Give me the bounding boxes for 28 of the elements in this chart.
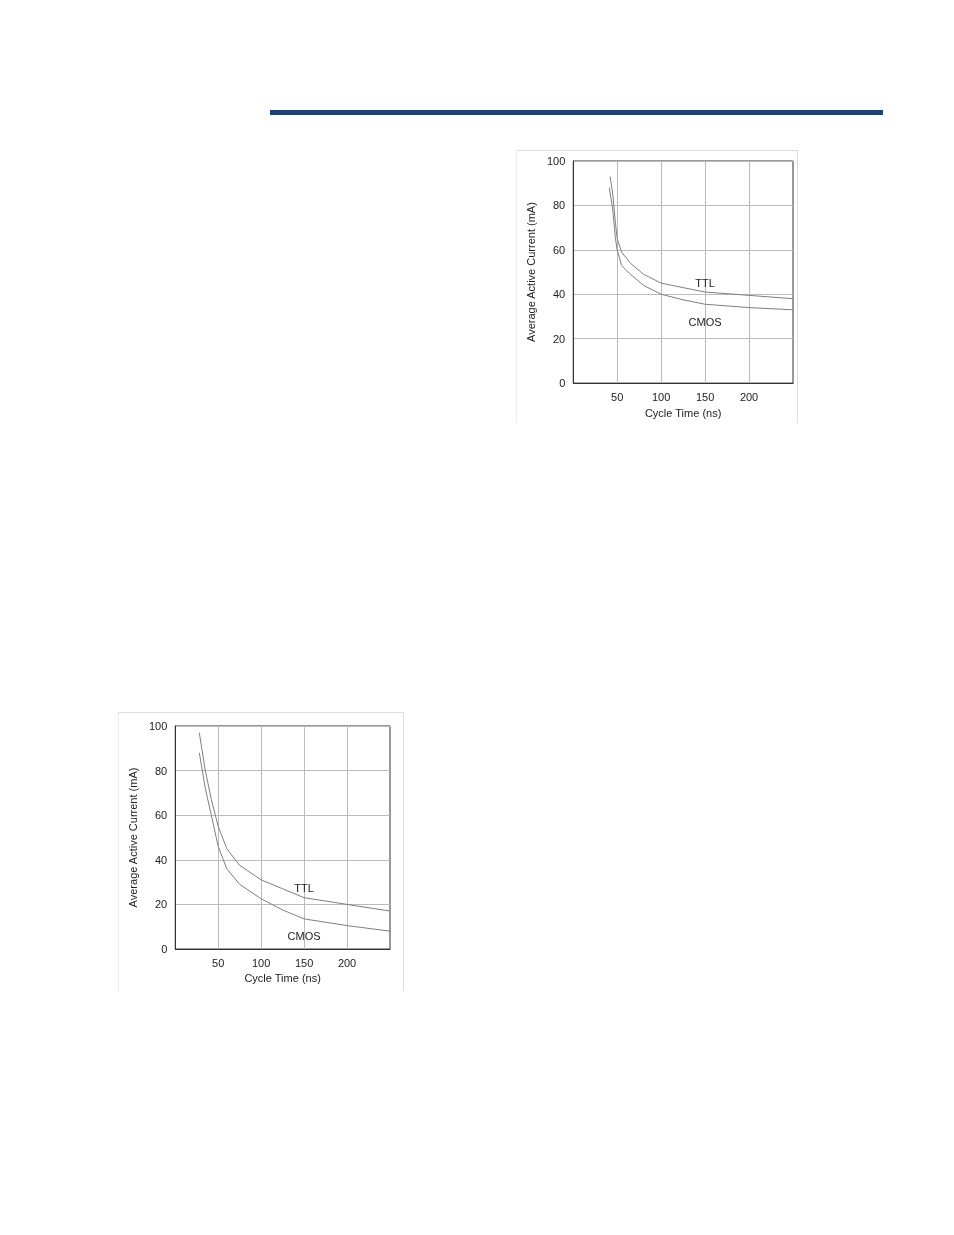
y-tick-label: 0 (161, 943, 168, 955)
y-tick-label: 80 (155, 764, 168, 777)
x-tick-label: 50 (212, 956, 225, 969)
x-tick-label: 150 (294, 956, 314, 969)
y-tick-label: 100 (546, 155, 566, 167)
y-tick-label: 40 (553, 288, 566, 301)
x-axis-title: Cycle Time (ns) (644, 406, 722, 419)
y-tick-label: 0 (559, 377, 566, 390)
x-axis-title: Cycle Time (ns) (244, 972, 321, 985)
series-label: CMOS (688, 315, 722, 328)
y-axis-title: Average Active Current (mA) (126, 767, 139, 908)
x-tick-label: 150 (695, 390, 715, 403)
x-tick-label: 200 (337, 956, 357, 969)
y-tick-label: 60 (155, 809, 168, 822)
series-label: TTL (695, 276, 715, 289)
y-tick-label: 20 (155, 898, 168, 911)
y-tick-label: 80 (553, 199, 566, 212)
x-tick-label: 100 (251, 956, 271, 969)
x-tick-label: 50 (611, 390, 624, 403)
y-tick-label: 40 (155, 853, 168, 866)
y-tick-label: 20 (553, 332, 566, 345)
y-tick-label: 60 (553, 243, 566, 256)
y-axis-title: Average Active Current (mA) (524, 202, 537, 342)
y-tick-label: 100 (148, 720, 168, 732)
series-label: CMOS (287, 930, 321, 943)
series-label: TTL (294, 882, 314, 895)
x-tick-label: 100 (651, 390, 671, 403)
x-tick-label: 200 (739, 390, 759, 403)
